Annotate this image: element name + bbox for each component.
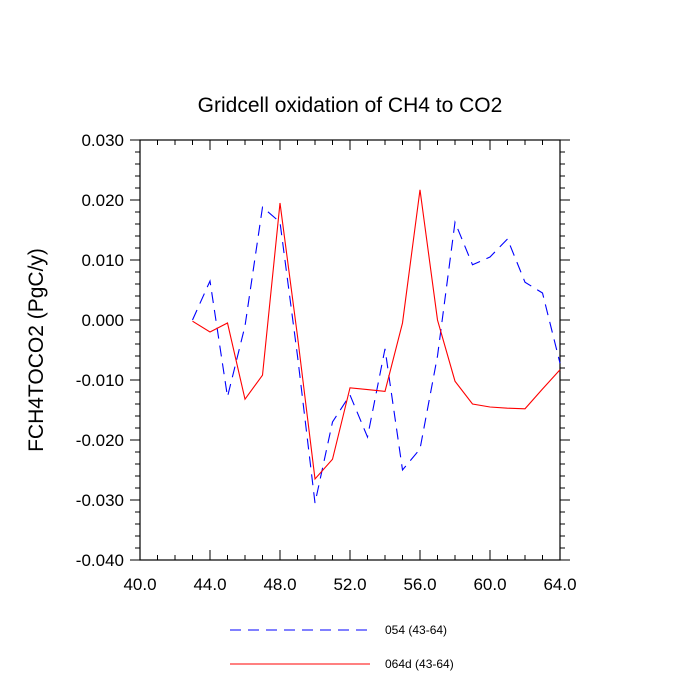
y-tick-label: -0.030: [76, 491, 124, 510]
y-axis-label: FCH4TOCO2 (PgC/y): [25, 248, 48, 452]
plot-area: 40.0 44.0 48.0 52.0 56.0 60.0 64.0 -0.040 -0.030…: [76, 131, 577, 594]
y-tick-label: 0.020: [81, 191, 124, 210]
legend: 054 (43-64) 064d (43-64): [230, 623, 454, 671]
y-tick-label: -0.040: [76, 551, 124, 570]
y-tick-label: -0.010: [76, 371, 124, 390]
x-tick-label: 44.0: [193, 575, 226, 594]
legend-label-2: 064d (43-64): [385, 657, 454, 671]
x-tick-label: 48.0: [263, 575, 296, 594]
x-tick-label: 64.0: [543, 575, 576, 594]
x-tick-label: 56.0: [403, 575, 436, 594]
x-tick-label: 52.0: [333, 575, 366, 594]
x-tick-label: 60.0: [473, 575, 506, 594]
y-tick-label: 0.010: [81, 251, 124, 270]
y-tick-label: 0.000: [81, 311, 124, 330]
plot-frame: [139, 139, 561, 561]
series-line-1: [191, 206, 561, 504]
series-line-2: [192, 189, 561, 481]
x-tick-label: 40.0: [123, 575, 156, 594]
y-tick-label: 0.030: [81, 131, 124, 150]
legend-label-1: 054 (43-64): [385, 623, 447, 637]
y-tick-label: -0.020: [76, 431, 124, 450]
chart-title: Gridcell oxidation of CH4 to CO2: [198, 94, 503, 117]
